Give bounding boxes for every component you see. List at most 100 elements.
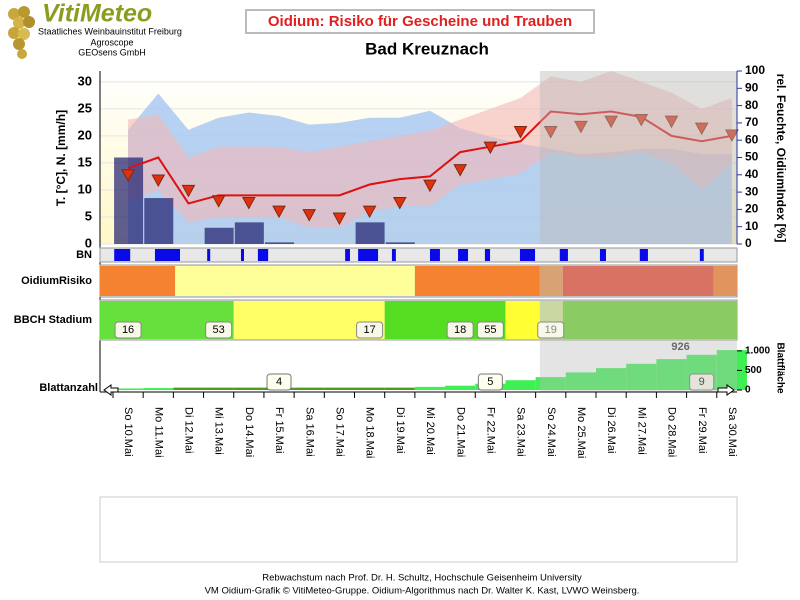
stage-box	[537, 321, 565, 339]
row-segment	[505, 301, 540, 339]
row-segment	[414, 266, 540, 296]
x-tick-label: Mi 27.Mai	[635, 407, 647, 455]
footer-line: VM Oidium-Grafik © VitiMeteo-Gruppe. Oid…	[205, 586, 640, 597]
precip-bar	[385, 242, 415, 244]
stage-box	[476, 321, 504, 339]
stage-label: 18	[454, 324, 466, 336]
row-segment	[458, 249, 469, 261]
leaf-area	[203, 387, 234, 390]
logo-line: GEOsens GmbH	[78, 47, 146, 57]
row-segment	[562, 266, 714, 296]
footer-line: Rebwachstum nach Prof. Dr. H. Schultz, H…	[262, 573, 582, 584]
leaf-area	[565, 372, 597, 390]
leaf-area	[626, 363, 657, 390]
y2-tick-label: 20	[745, 202, 759, 216]
stage-label: 55	[484, 324, 496, 336]
y2-tick-label: 70	[745, 115, 759, 129]
stage-label: 17	[363, 324, 375, 336]
leaf-area	[354, 387, 385, 390]
oidium-index	[121, 169, 135, 182]
precip-bar	[234, 222, 264, 244]
y2-tick-label: 100	[745, 63, 765, 77]
stage-box	[114, 321, 142, 339]
y2-tick-label: 0	[745, 236, 752, 250]
leaf-count: 9	[699, 376, 705, 388]
x-tick-label: So 17.Mai	[333, 407, 345, 457]
y-tick-label: 10	[78, 181, 92, 196]
legend-box	[99, 496, 738, 563]
row-segment	[484, 249, 491, 261]
row-segment	[114, 249, 131, 261]
y2-tick-label: 10	[745, 219, 759, 233]
oidium-index	[604, 115, 618, 129]
leaf-area	[112, 388, 144, 390]
oidium-index	[241, 196, 256, 210]
oidium-index	[362, 205, 377, 219]
leaf-area	[505, 380, 536, 390]
oidium-index	[302, 209, 317, 222]
leaf-area	[233, 387, 264, 390]
x-tick-label: Mi 20.Mai	[424, 407, 436, 455]
row-segment	[207, 249, 211, 261]
y2-tick-label: 80	[745, 98, 759, 112]
x-tick-label: So 24.Mai	[545, 407, 557, 457]
logo-name: VitiMeteo	[42, 0, 152, 28]
y2-tick-label: 90	[745, 80, 759, 94]
y2-tick-label: 60	[745, 132, 759, 146]
oidium-index	[453, 164, 468, 177]
oidium-index	[392, 196, 407, 210]
stage-box	[446, 321, 474, 339]
leaf-area	[173, 387, 204, 390]
row-label: Blattanzahl	[39, 382, 98, 394]
stage-box	[356, 321, 384, 339]
y-tick-label: 1.000	[745, 346, 770, 357]
leaf-area	[414, 386, 446, 390]
oidium-index	[634, 113, 649, 127]
oidium-index	[483, 141, 498, 155]
x-tick-label: Do 14.Mai	[243, 407, 255, 457]
row-segment	[391, 249, 396, 261]
x-tick-label: Do 21.Mai	[454, 407, 466, 457]
leaf-area	[445, 385, 476, 390]
oidium-index	[694, 122, 709, 136]
chart-title: Oidium: Risiko für Gescheine und Trauben	[268, 13, 572, 30]
x-tick-label: Di 19.Mai	[394, 407, 406, 453]
oidium-index	[211, 195, 226, 208]
temp-band	[128, 71, 732, 228]
arrows	[103, 384, 735, 396]
x-tick-label: Mo 25.Mai	[575, 407, 587, 458]
y-tick-label: 15	[78, 154, 92, 169]
stage-label: 16	[122, 324, 134, 336]
y-tick-label: 25	[78, 100, 92, 115]
leaf-count-box	[477, 373, 503, 391]
row-segment	[240, 249, 245, 261]
oidium-index	[332, 212, 347, 226]
oidium-index	[181, 184, 196, 198]
row-label: BN	[76, 249, 92, 261]
logo: VitiMeteo Staatliches Weinbauinstitut Fr…	[8, 0, 182, 59]
oidium-index	[151, 174, 166, 188]
leaf-area	[596, 368, 627, 390]
chart-subtitle: Bad Kreuznach	[365, 39, 489, 58]
oidium-index	[272, 205, 286, 219]
oidium-index	[513, 126, 528, 139]
logo-line: Staatliches Weinbauinstitut Freiburg	[38, 26, 182, 36]
stage-label: 53	[213, 324, 225, 336]
row-segment	[257, 249, 269, 261]
title-box	[245, 9, 595, 34]
row-label: BBCH Stadium	[14, 314, 92, 326]
x-tick-label: Sa 16.Mai	[303, 407, 315, 457]
x-tick-label: Do 28.Mai	[666, 407, 678, 457]
row-segment	[154, 249, 181, 261]
y2-tick-label: 30	[745, 184, 759, 198]
row-segment	[345, 249, 350, 261]
prognosis	[539, 71, 737, 244]
precip-bar	[204, 227, 234, 244]
leaf-count: 5	[487, 376, 493, 388]
row-segment	[100, 266, 176, 296]
x-tick-label: Fr 29.Mai	[696, 407, 708, 453]
y2-tick-label: 40	[745, 167, 759, 181]
leaf-area	[324, 387, 355, 390]
x-tick-label: Fr 22.Mai	[484, 407, 496, 453]
